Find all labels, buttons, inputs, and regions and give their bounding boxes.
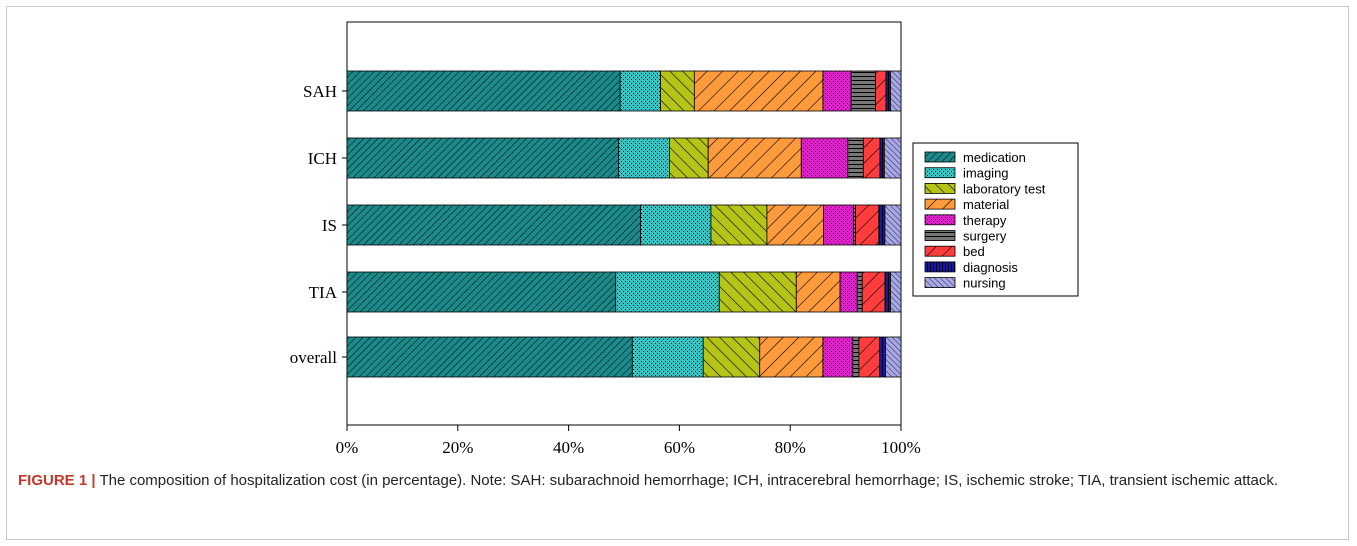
bar-segment-ich-diagnosis bbox=[879, 137, 885, 179]
x-tick-label: 80% bbox=[775, 438, 806, 457]
figure-caption: FIGURE 1 | The composition of hospitaliz… bbox=[18, 470, 1338, 492]
bar-segment-ich-laboratory-test bbox=[669, 137, 709, 179]
bar-segment-tia-laboratory-test bbox=[718, 271, 797, 313]
bar-segment-ich-nursing bbox=[883, 137, 902, 179]
legend-label-imaging: imaging bbox=[963, 166, 1009, 181]
bar-segment-is-imaging bbox=[640, 204, 712, 246]
bar-segment-tia-diagnosis bbox=[884, 271, 891, 313]
legend-label-nursing: nursing bbox=[963, 276, 1006, 291]
bar-segment-sah-bed bbox=[875, 70, 887, 112]
bar-segment-sah-laboratory-test bbox=[660, 70, 695, 112]
bar-segment-sah-therapy bbox=[822, 70, 852, 112]
bar-segment-ich-bed bbox=[862, 137, 881, 179]
bar-segment-ich-surgery bbox=[847, 137, 864, 179]
bar-segment-tia-nursing bbox=[890, 271, 902, 313]
bar-segment-overall-surgery bbox=[852, 336, 860, 378]
bar-segment-ich-medication bbox=[346, 137, 619, 179]
bar-group-ich bbox=[346, 137, 902, 179]
legend-swatch-material bbox=[924, 198, 956, 210]
bar-segment-overall-laboratory-test bbox=[702, 336, 761, 378]
bar-group-sah bbox=[346, 70, 902, 112]
legend-swatch-bed bbox=[924, 245, 956, 257]
bar-segment-overall-nursing bbox=[885, 336, 902, 378]
y-tick-label-is: IS bbox=[322, 216, 337, 235]
legend-label-bed: bed bbox=[963, 244, 985, 259]
bar-segment-overall-bed bbox=[858, 336, 880, 378]
y-tick-label-tia: TIA bbox=[309, 283, 338, 302]
legend-label-material: material bbox=[963, 197, 1009, 212]
bar-segment-overall-material bbox=[759, 336, 824, 378]
legend-swatch-laboratory-test bbox=[924, 182, 956, 194]
x-tick-label: 20% bbox=[442, 438, 473, 457]
caption-text: The composition of hospitalization cost … bbox=[95, 472, 1279, 489]
legend-label-surgery: surgery bbox=[963, 229, 1007, 244]
x-tick-label: 0% bbox=[336, 438, 359, 457]
bar-group-overall bbox=[346, 336, 902, 378]
bar-segment-overall-diagnosis bbox=[878, 336, 886, 378]
bar-segment-sah-nursing bbox=[890, 70, 902, 112]
bar-segment-is-nursing bbox=[884, 204, 902, 246]
y-tick-label-ich: ICH bbox=[308, 149, 337, 168]
bar-segment-is-diagnosis bbox=[878, 204, 886, 246]
bar-segment-is-medication bbox=[346, 204, 642, 246]
legend-swatch-diagnosis bbox=[924, 261, 956, 273]
bar-segment-is-bed bbox=[855, 204, 880, 246]
x-tick-label: 60% bbox=[664, 438, 695, 457]
x-tick-label: 100% bbox=[881, 438, 921, 457]
bar-segment-tia-bed bbox=[861, 271, 886, 313]
legend-swatch-imaging bbox=[924, 167, 956, 179]
legend-label-therapy: therapy bbox=[963, 213, 1007, 228]
bar-group-is bbox=[346, 204, 902, 246]
bar-segment-overall-medication bbox=[346, 336, 633, 378]
legend-swatch-therapy bbox=[924, 214, 956, 226]
legend-swatch-medication bbox=[924, 151, 956, 163]
bar-segment-ich-material bbox=[707, 137, 802, 179]
bar-segment-tia-material bbox=[795, 271, 841, 313]
y-tick-label-sah: SAH bbox=[303, 82, 337, 101]
bar-segment-sah-diagnosis bbox=[885, 70, 891, 112]
bar-segment-sah-material bbox=[693, 70, 824, 112]
bar-segment-tia-imaging bbox=[615, 271, 720, 313]
bar-segment-is-material bbox=[766, 204, 824, 246]
legend-label-laboratory-test: laboratory test bbox=[963, 181, 1046, 196]
bar-segment-ich-imaging bbox=[618, 137, 670, 179]
stacked-bar-chart: SAH ICH IS TIA overall 0% 20% 40% 60% 80% 100% me… bbox=[290, 21, 1079, 457]
y-tick-label-overall: overall bbox=[290, 348, 337, 367]
bar-segment-is-laboratory-test bbox=[710, 204, 768, 246]
legend-swatch-surgery bbox=[924, 230, 956, 241]
bar-segment-ich-therapy bbox=[800, 137, 849, 179]
bar-segment-sah-surgery bbox=[850, 70, 876, 112]
legend-swatch-nursing bbox=[924, 277, 956, 289]
bar-segment-overall-therapy bbox=[822, 336, 854, 378]
bar-segment-tia-medication bbox=[346, 271, 617, 313]
bar-segment-is-therapy bbox=[823, 204, 854, 246]
bar-segment-tia-surgery bbox=[856, 271, 863, 313]
bar-segment-sah-imaging bbox=[619, 70, 661, 112]
figure-label: FIGURE 1 | bbox=[18, 472, 96, 489]
legend-label-diagnosis: diagnosis bbox=[963, 260, 1018, 275]
bar-group-tia bbox=[346, 271, 902, 313]
bar-segment-sah-medication bbox=[346, 70, 621, 112]
bar-segment-tia-therapy bbox=[839, 271, 858, 313]
x-tick-label: 40% bbox=[553, 438, 584, 457]
legend-label-medication: medication bbox=[963, 150, 1026, 165]
bar-segment-overall-imaging bbox=[631, 336, 704, 378]
